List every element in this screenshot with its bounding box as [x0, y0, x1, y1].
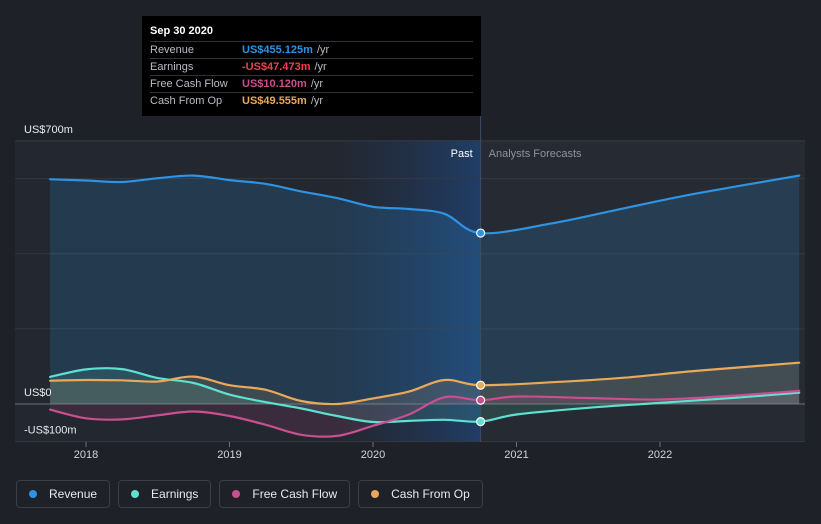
tooltip-earnings-label: Earnings	[150, 61, 194, 73]
legend-free-cash-flow-label: Free Cash Flow	[252, 487, 338, 501]
legend-item-cash-from-op[interactable]: Cash From Op	[358, 480, 483, 508]
free-cash-flow-line	[49, 389, 801, 438]
current-point-markers	[476, 228, 486, 427]
tooltip-fcf-unit: /yr	[310, 78, 324, 90]
y-tick-label: -US$100m	[24, 425, 77, 437]
earnings-current-point	[476, 417, 486, 427]
forecast-label: Analysts Forecasts	[489, 148, 582, 160]
forecast-background	[480, 140, 805, 442]
x-tick-label: 2022	[648, 449, 672, 461]
legend-revenue-label: Revenue	[49, 487, 98, 501]
tooltip-earnings-value: -US$47.473m	[242, 61, 311, 73]
hover-tooltip: Sep 30 2020 Revenue US$455.125m /yr Earn…	[142, 16, 481, 116]
x-tick-label: 2019	[217, 449, 241, 461]
x-axis-labels: 2018 2019 2020 2021 2022	[74, 442, 672, 461]
cash-from-op-current-point	[476, 380, 486, 390]
tooltip-revenue-label: Revenue	[150, 44, 195, 56]
tooltip-cfo-label: Cash From Op	[150, 95, 223, 107]
revenue-dot-icon	[29, 490, 37, 498]
x-tick-label: 2021	[504, 449, 528, 461]
free-cash-flow-dot-icon	[232, 490, 241, 498]
tooltip-earnings-unit: /yr	[314, 61, 327, 73]
legend-cash-from-op-label: Cash From Op	[391, 487, 470, 501]
legend-item-free-cash-flow[interactable]: Free Cash Flow	[219, 480, 351, 508]
y-axis-labels: US$700m US$0 -US$100m	[24, 124, 77, 437]
tooltip-row-revenue: Revenue US$455.125m /yr	[150, 41, 473, 58]
free-cash-flow-current-point	[476, 395, 486, 405]
free-cash-flow-area	[50, 390, 800, 437]
tooltip-revenue-unit: /yr	[316, 44, 330, 56]
tooltip-row-free-cash-flow: Free Cash Flow US$10.120m /yr	[150, 75, 473, 92]
tooltip-row-cash-from-op: Cash From Op US$49.555m /yr	[150, 92, 473, 109]
earnings-dot-icon	[131, 490, 140, 498]
legend-item-earnings[interactable]: Earnings	[118, 480, 212, 508]
legend-item-revenue[interactable]: Revenue	[16, 480, 111, 508]
cash-from-op-line	[49, 361, 801, 406]
legend: Revenue Earnings Free Cash Flow Cash Fro…	[16, 480, 483, 508]
y-tick-label: US$0	[24, 387, 52, 399]
cash-from-op-area	[50, 362, 800, 405]
chart-area: US$700m US$0 -US$100m 2018 2019 2020 2021 2022…	[15, 116, 805, 461]
tooltip-fcf-label: Free Cash Flow	[150, 78, 228, 90]
earnings-area	[50, 368, 800, 423]
tooltip-cfo-value: US$49.555m	[242, 95, 307, 107]
revenue-line	[49, 174, 801, 235]
past-label: Past	[451, 148, 473, 160]
tooltip-cfo-unit: /yr	[310, 95, 324, 107]
legend-earnings-label: Earnings	[151, 487, 199, 501]
tooltip-revenue-value: US$455.125m	[242, 44, 313, 56]
series-areas	[50, 175, 800, 437]
series-lines	[49, 174, 801, 438]
revenue-current-point	[476, 228, 486, 238]
x-tick-label: 2020	[361, 449, 385, 461]
tooltip-fcf-value: US$10.120m	[242, 78, 307, 90]
tooltip-row-earnings: Earnings -US$47.473m /yr	[150, 58, 473, 75]
revenue-area	[50, 175, 800, 404]
earnings-line	[49, 367, 801, 424]
cash-from-op-dot-icon	[371, 490, 380, 498]
tooltip-date: Sep 30 2020	[150, 25, 213, 37]
y-tick-label: US$700m	[24, 124, 73, 136]
x-tick-label: 2018	[74, 449, 98, 461]
